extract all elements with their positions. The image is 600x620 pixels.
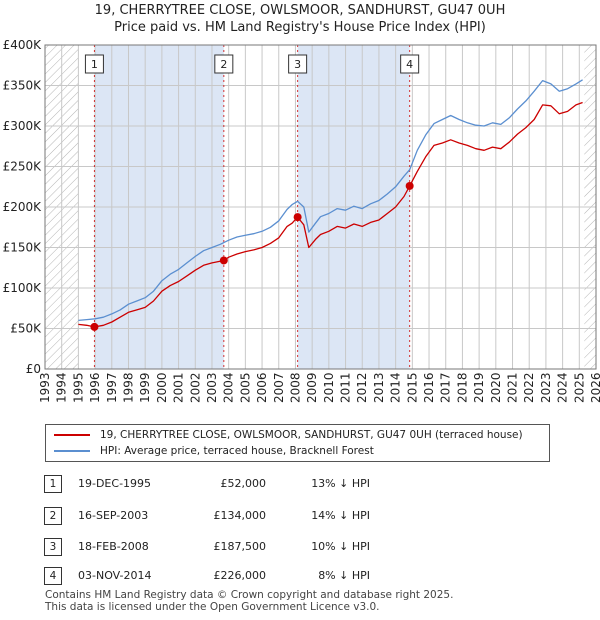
x-tick-label: 1998 bbox=[121, 372, 135, 403]
transaction-number-label: 2 bbox=[220, 58, 227, 71]
transaction-point bbox=[293, 213, 302, 222]
transaction-number-box bbox=[400, 54, 420, 74]
footer-copyright: Contains HM Land Registry data © Crown c… bbox=[45, 589, 454, 601]
x-tick-label: 2000 bbox=[155, 372, 169, 403]
x-tick-label: 2016 bbox=[422, 372, 436, 403]
x-tick-label: 2013 bbox=[372, 372, 386, 403]
legend-item-hpi: HPI: Average price, terraced house, Brac… bbox=[54, 443, 374, 459]
transaction-price: £134,000 bbox=[213, 509, 267, 522]
x-tick-label: 2003 bbox=[205, 372, 219, 403]
transaction-hpi: 13% ↓ HPI bbox=[311, 477, 370, 490]
x-tick-label: 2015 bbox=[405, 372, 419, 403]
x-tick-label: 1996 bbox=[88, 372, 102, 403]
x-tick-label: 2022 bbox=[522, 372, 536, 403]
y-tick-label: £400K bbox=[3, 38, 43, 52]
transaction-number-box bbox=[84, 54, 104, 74]
transaction-number: 3 bbox=[44, 538, 62, 556]
legend-label-property: 19, CHERRYTREE CLOSE, OWLSMOOR, SANDHURS… bbox=[100, 429, 523, 441]
y-tick-label: £300K bbox=[3, 119, 43, 133]
y-tick-label: £200K bbox=[3, 200, 43, 214]
hpi-line bbox=[78, 79, 583, 322]
transaction-number-label: 3 bbox=[294, 58, 301, 71]
x-tick-label: 1997 bbox=[105, 372, 119, 403]
x-tick-label: 2025 bbox=[572, 372, 586, 403]
transaction-date: 03-NOV-2014 bbox=[78, 569, 152, 582]
x-tick-label: 2024 bbox=[556, 372, 570, 403]
x-tick-label: 2006 bbox=[255, 372, 269, 403]
y-tick-label: £100K bbox=[3, 281, 43, 295]
x-tick-label: 2007 bbox=[272, 372, 286, 403]
transaction-price: £52,000 bbox=[220, 477, 267, 490]
transaction-point bbox=[405, 181, 414, 190]
transaction-number-box bbox=[214, 54, 234, 74]
y-tick-label: £0 bbox=[26, 362, 41, 376]
y-tick-label: £350K bbox=[3, 79, 43, 93]
transaction-number: 1 bbox=[44, 475, 62, 493]
transaction-date: 19-DEC-1995 bbox=[78, 477, 152, 490]
y-tick-label: £50K bbox=[10, 322, 42, 336]
transaction-price: £226,000 bbox=[213, 569, 267, 582]
footer-licence: This data is licensed under the Open Gov… bbox=[45, 601, 380, 613]
chart-title: 19, CHERRYTREE CLOSE, OWLSMOOR, SANDHURS… bbox=[94, 3, 506, 18]
x-tick-label: 2010 bbox=[322, 372, 336, 403]
legend-item-property: 19, CHERRYTREE CLOSE, OWLSMOOR, SANDHURS… bbox=[54, 427, 523, 443]
y-tick-label: £150K bbox=[3, 241, 43, 255]
chart-subtitle: Price paid vs. HM Land Registry's House … bbox=[114, 20, 486, 35]
property-price-line bbox=[78, 101, 583, 328]
x-tick-label: 2001 bbox=[172, 372, 186, 403]
transaction-number-label: 1 bbox=[91, 58, 98, 71]
transaction-date: 16-SEP-2003 bbox=[78, 509, 149, 522]
plot-frame bbox=[44, 44, 597, 370]
transaction-point bbox=[90, 322, 99, 331]
legend-swatch-property bbox=[54, 434, 90, 436]
x-tick-label: 2004 bbox=[222, 372, 236, 403]
x-tick-label: 2021 bbox=[506, 372, 520, 403]
x-tick-label: 2023 bbox=[539, 372, 553, 403]
x-tick-label: 2005 bbox=[238, 372, 252, 403]
x-tick-label: 2019 bbox=[472, 372, 486, 403]
transaction-number: 2 bbox=[44, 507, 62, 525]
x-tick-label: 2018 bbox=[455, 372, 469, 403]
x-tick-label: 2008 bbox=[288, 372, 302, 403]
x-tick-label: 2002 bbox=[188, 372, 202, 403]
x-tick-label: 1994 bbox=[55, 372, 69, 403]
legend-swatch-hpi bbox=[54, 450, 90, 452]
x-tick-label: 2014 bbox=[389, 372, 403, 403]
legend: 19, CHERRYTREE CLOSE, OWLSMOOR, SANDHURS… bbox=[45, 424, 550, 462]
x-tick-label: 1993 bbox=[38, 372, 52, 403]
x-tick-label: 2026 bbox=[589, 372, 600, 403]
transaction-price: £187,500 bbox=[213, 540, 267, 553]
transaction-hpi: 14% ↓ HPI bbox=[311, 509, 370, 522]
x-tick-label: 2009 bbox=[305, 372, 319, 403]
x-tick-label: 2020 bbox=[489, 372, 503, 403]
transaction-point bbox=[219, 256, 228, 265]
x-tick-label: 1995 bbox=[71, 372, 85, 403]
transaction-number-label: 4 bbox=[406, 58, 413, 71]
y-tick-label: £250K bbox=[3, 160, 43, 174]
transaction-hpi: 10% ↓ HPI bbox=[311, 540, 370, 553]
price-chart: 1 2 3 4 £0 £50K £100K £150K £200K £250K £300K £350K… bbox=[3, 38, 600, 403]
transaction-date: 18-FEB-2008 bbox=[78, 540, 149, 553]
x-tick-label: 1999 bbox=[138, 372, 152, 403]
legend-label-hpi: HPI: Average price, terraced house, Brac… bbox=[100, 445, 374, 457]
x-tick-label: 2012 bbox=[355, 372, 369, 403]
transaction-hpi: 8% ↓ HPI bbox=[318, 569, 370, 582]
transaction-number-box bbox=[288, 54, 308, 74]
x-tick-label: 2017 bbox=[439, 372, 453, 403]
x-tick-label: 2011 bbox=[339, 372, 353, 403]
transaction-number: 4 bbox=[44, 567, 62, 585]
